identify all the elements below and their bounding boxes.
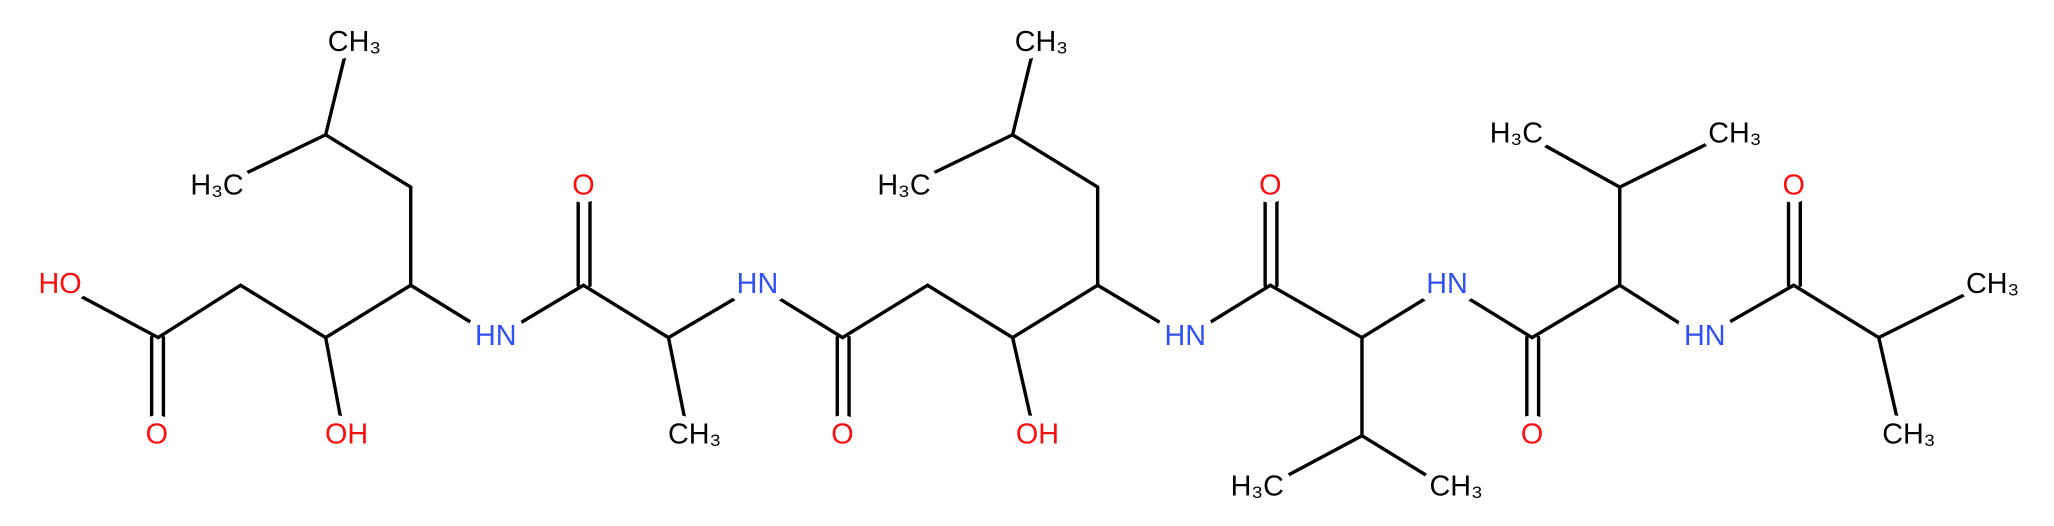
atom-label: CH₃ bbox=[668, 418, 721, 450]
atom-label: H₃C bbox=[1490, 117, 1543, 149]
bond bbox=[1262, 335, 1364, 490]
atom-label: CH₃ bbox=[328, 26, 381, 58]
atom-label: O bbox=[1783, 170, 1805, 202]
atom-label: O bbox=[146, 418, 168, 450]
bond bbox=[1010, 335, 1037, 438]
atom-label: O bbox=[1521, 418, 1543, 450]
atom-labels: HO O OH CH₃ H₃C HN O CH₃ HN O OH CH₃ H₃C… bbox=[31, 18, 2028, 511]
bonds bbox=[58, 41, 1986, 490]
bond bbox=[1877, 335, 1903, 438]
atom-label: OH bbox=[1016, 418, 1059, 450]
bond bbox=[323, 335, 346, 438]
atom-label: HN bbox=[475, 320, 517, 352]
bond bbox=[1523, 133, 1622, 287]
atom-label: CH₃ bbox=[1430, 471, 1483, 503]
atom-label: HN bbox=[737, 268, 779, 300]
atom-label: CH₃ bbox=[1966, 268, 2019, 300]
atom-label: H₃C bbox=[190, 170, 243, 202]
bond bbox=[902, 133, 1015, 189]
bond bbox=[1360, 434, 1449, 490]
atom-label: H₃C bbox=[1231, 471, 1284, 503]
atom-label: CH₃ bbox=[1882, 418, 1935, 450]
atom-label: OH bbox=[325, 418, 368, 450]
bond bbox=[215, 133, 328, 189]
bond bbox=[1618, 133, 1728, 189]
atom-label: O bbox=[1259, 170, 1281, 202]
atom-label: O bbox=[572, 170, 594, 202]
atom-label: H₃C bbox=[877, 170, 930, 202]
bond bbox=[409, 41, 1100, 340]
atom-label: CH₃ bbox=[1015, 26, 1068, 58]
atom-label: HO bbox=[38, 268, 81, 300]
bond bbox=[666, 335, 690, 438]
bond bbox=[58, 41, 413, 340]
atom-label: O bbox=[831, 418, 853, 450]
atom-label: HN bbox=[1426, 268, 1468, 300]
atom-label: HN bbox=[1165, 320, 1207, 352]
atom-label: HN bbox=[1684, 320, 1726, 352]
bond bbox=[1095, 283, 1986, 340]
atom-label: CH₃ bbox=[1708, 117, 1761, 149]
